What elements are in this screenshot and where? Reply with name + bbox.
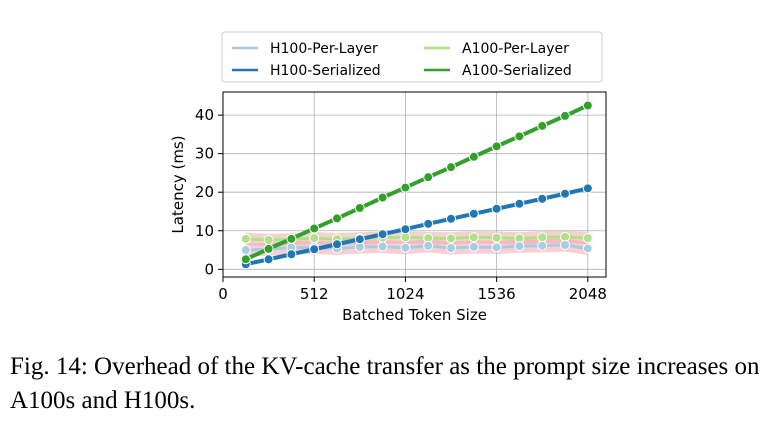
- legend-label: A100-Serialized: [462, 63, 572, 79]
- data-point: [582, 100, 593, 111]
- x-tick-label: 2048: [569, 285, 607, 303]
- data-point: [537, 232, 548, 243]
- y-axis-label: Latency (ms): [169, 135, 187, 233]
- data-point: [514, 241, 525, 252]
- data-point: [354, 203, 365, 214]
- data-point: [263, 254, 274, 265]
- data-point: [537, 193, 548, 204]
- data-point: [354, 234, 365, 245]
- data-point: [491, 232, 502, 243]
- data-point: [400, 224, 411, 235]
- data-point: [286, 249, 297, 260]
- data-point: [377, 192, 388, 203]
- data-point: [491, 203, 502, 214]
- data-point: [423, 240, 434, 251]
- data-point: [468, 241, 479, 252]
- series-line: [245, 186, 589, 267]
- y-tick-label: 10: [195, 222, 214, 240]
- data-point: [537, 240, 548, 251]
- data-point: [309, 233, 320, 244]
- data-point: [332, 239, 343, 250]
- x-axis-label: Batched Token Size: [342, 306, 487, 324]
- data-point: [400, 242, 411, 253]
- data-point: [286, 233, 297, 244]
- data-point: [491, 242, 502, 253]
- data-point: [263, 243, 274, 254]
- legend-label: H100-Serialized: [270, 63, 381, 79]
- data-point: [309, 244, 320, 255]
- data-point: [560, 188, 571, 199]
- data-point: [332, 213, 343, 224]
- legend-box: [221, 31, 603, 83]
- data-point: [514, 198, 525, 209]
- series-line: [245, 243, 589, 252]
- y-tick-label: 0: [204, 260, 214, 278]
- data-point: [560, 110, 571, 121]
- data-point: [468, 232, 479, 243]
- plot-frame: [222, 91, 607, 278]
- data-point: [377, 241, 388, 252]
- data-point: [468, 151, 479, 162]
- data-point: [309, 223, 320, 234]
- data-point: [468, 208, 479, 219]
- y-tick-label: 40: [195, 106, 214, 124]
- series-line: [244, 103, 589, 262]
- y-tick-label: 20: [195, 183, 214, 201]
- x-tick-label: 1024: [386, 285, 424, 303]
- data-point: [446, 233, 457, 244]
- data-point: [446, 213, 457, 224]
- data-point: [240, 233, 251, 244]
- data-point: [446, 243, 457, 254]
- data-point: [423, 172, 434, 183]
- data-point: [446, 162, 457, 173]
- y-tick-label: 30: [195, 145, 214, 163]
- data-point: [240, 245, 251, 256]
- chart: 0 512 1024 1536 2048 0 10 20 30 40 Batched Token S…: [169, 31, 607, 324]
- data-point: [560, 240, 571, 251]
- data-point: [423, 218, 434, 229]
- data-point: [491, 141, 502, 152]
- legend-label: A100-Per-Layer: [462, 41, 569, 57]
- x-tick-label: 1536: [478, 285, 516, 303]
- series-line: [245, 235, 588, 242]
- data-point: [582, 243, 593, 254]
- figure-caption: Fig. 14: Overhead of the KV-cache transf…: [10, 353, 760, 414]
- data-point: [377, 229, 388, 240]
- data-point: [537, 120, 548, 131]
- x-tick-label: 512: [300, 285, 329, 303]
- data-point: [400, 182, 411, 193]
- data-point: [240, 254, 251, 265]
- data-point: [582, 183, 593, 194]
- x-tick-label: 0: [218, 285, 228, 303]
- data-point: [582, 233, 593, 244]
- data-point: [263, 235, 274, 245]
- legend-label: H100-Per-Layer: [270, 41, 378, 57]
- data-point: [514, 131, 525, 142]
